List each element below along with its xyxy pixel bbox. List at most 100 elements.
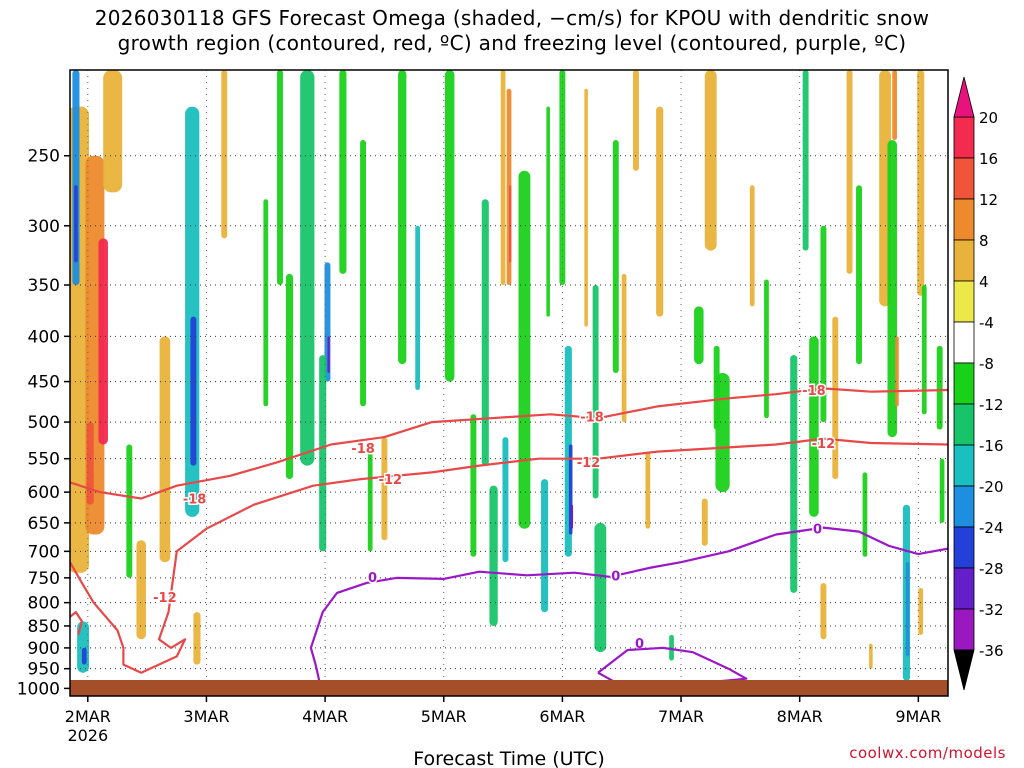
- omega-cell: [398, 70, 407, 365]
- y-tick-label: 450: [28, 373, 60, 393]
- y-tick-label: 900: [28, 639, 60, 659]
- omega-cell: [869, 643, 873, 669]
- y-tick-label: 700: [28, 542, 60, 562]
- colorbar-tick-label: -8: [979, 355, 994, 373]
- chart-title-line-1: 2026030118 GFS Forecast Omega (shaded, −…: [94, 6, 930, 30]
- colorbar-bin: [953, 116, 975, 159]
- omega-cell: [809, 336, 819, 517]
- omega-cell: [277, 70, 283, 286]
- omega-cell: [74, 185, 78, 263]
- omega-cell: [892, 70, 897, 141]
- omega-cell: [518, 170, 531, 529]
- omega-cell: [715, 372, 730, 493]
- omega-cell: [917, 70, 925, 296]
- omega-cell: [704, 70, 717, 251]
- omega-cell: [502, 437, 509, 563]
- colorbar-tick-label: -4: [979, 314, 994, 332]
- colorbar-bin: [953, 280, 975, 323]
- contour-label: -18: [351, 442, 375, 457]
- colorbar-tick-label: -16: [979, 437, 1004, 455]
- colorbar-bin: [953, 239, 975, 282]
- colorbar-bin: [953, 198, 975, 241]
- colorbar-bin: [953, 157, 975, 200]
- omega-cell: [559, 70, 566, 286]
- colorbar-tick-label: -28: [979, 560, 1004, 578]
- x-tick-label: 5MAR: [421, 707, 467, 726]
- x-tick-sublabel: 2026: [67, 726, 108, 745]
- colorbar-tick-label: -24: [979, 519, 1004, 537]
- omega-cell: [592, 285, 599, 499]
- contour-label: 0: [813, 523, 822, 538]
- y-tick-label: 500: [28, 413, 60, 433]
- omega-cell: [862, 472, 868, 557]
- colorbar: 20 16 12 8 4 -4 -8 -12 -16 -20 -24 -28 -32 -36: [953, 76, 1004, 691]
- omega-cell: [594, 522, 607, 653]
- ground-surface: [70, 680, 948, 696]
- y-tick-label: 600: [28, 483, 60, 503]
- omega-cell: [936, 345, 943, 430]
- omega-cell: [645, 451, 651, 529]
- y-tick-label: 300: [28, 217, 60, 237]
- chart-title-line-2: growth region (contoured, red, ºC) and f…: [117, 31, 907, 55]
- omega-cell: [470, 414, 477, 557]
- y-tick-label: 950: [28, 660, 60, 680]
- omega-shading-layer: [70, 70, 945, 681]
- contour-label: -12: [153, 591, 177, 606]
- y-tick-label: 250: [28, 147, 60, 167]
- omega-cell: [81, 647, 87, 665]
- colorbar-bin: [953, 526, 975, 569]
- omega-cell: [584, 88, 588, 327]
- omega-cell: [126, 444, 133, 578]
- colorbar-bottom-arrow: [953, 649, 975, 691]
- omega-cell: [546, 106, 550, 317]
- omega-cell: [846, 70, 853, 274]
- x-tick-label: 4MAR: [302, 707, 348, 726]
- contour-label: -18: [183, 492, 207, 507]
- contour-line: [70, 610, 84, 636]
- omega-cell: [656, 106, 664, 317]
- colorbar-tick-label: 20: [979, 109, 998, 127]
- omega-cell: [790, 355, 798, 593]
- y-tick-label: 850: [28, 617, 60, 637]
- colorbar-tick-label: 4: [979, 273, 989, 291]
- plot-frame: [69, 69, 949, 697]
- omega-cell: [285, 273, 294, 480]
- omega-cell: [856, 185, 862, 365]
- contour-label: -12: [577, 456, 601, 471]
- omega-cell: [632, 70, 639, 171]
- credit-link[interactable]: coolwx.com/models: [849, 744, 1006, 762]
- omega-cell: [939, 458, 945, 523]
- colorbar-tick-label: -32: [979, 601, 1004, 619]
- omega-cell: [820, 225, 827, 423]
- colorbar-bin: [953, 485, 975, 528]
- omega-cell: [339, 70, 347, 274]
- x-tick-label: 9MAR: [895, 707, 941, 726]
- x-tick-label: 8MAR: [777, 707, 823, 726]
- chart-title: 2026030118 GFS Forecast Omega (shaded, −…: [0, 6, 1024, 56]
- x-tick-label: 6MAR: [539, 707, 585, 726]
- omega-cell: [159, 336, 171, 563]
- contour-line: [70, 437, 948, 674]
- y-tick-label: 750: [28, 569, 60, 589]
- contour-label: 0: [368, 571, 377, 586]
- omega-cell: [367, 451, 373, 552]
- omega-cell: [621, 273, 627, 423]
- y-tick-label: 400: [28, 327, 60, 347]
- omega-cell: [86, 422, 94, 505]
- omega-cell: [895, 336, 899, 407]
- omega-cell: [327, 336, 330, 373]
- omega-cell: [918, 587, 924, 635]
- colorbar-tick-label: -12: [979, 396, 1004, 414]
- colorbar-top-arrow: [953, 76, 975, 118]
- y-tick-label: 550: [28, 450, 60, 470]
- omega-cell: [612, 140, 619, 373]
- omega-cell: [541, 479, 549, 613]
- contour-line: [309, 526, 948, 692]
- omega-cell: [509, 185, 512, 263]
- omega-cell: [749, 185, 755, 307]
- y-tick-label: 800: [28, 594, 60, 614]
- omega-cell: [381, 437, 388, 541]
- omega-cell: [263, 199, 269, 407]
- colorbar-bin: [953, 321, 975, 364]
